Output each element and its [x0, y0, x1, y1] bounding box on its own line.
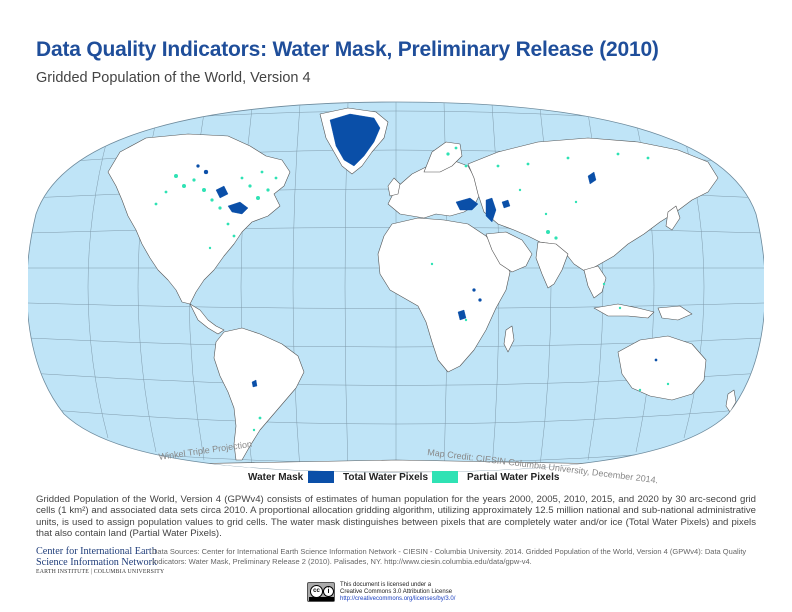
- new-guinea: [657, 305, 693, 321]
- total-water-pixels: [196, 113, 658, 388]
- ciesin-logo: Center for International Earth Science I…: [36, 546, 165, 575]
- lake-baikal: [587, 171, 597, 185]
- legend: Water Mask Total Water Pixels Partial Wa…: [0, 470, 792, 486]
- arabia: [485, 231, 533, 273]
- southeast-asia: [583, 265, 607, 299]
- license-block: cc i This document is licensed under a C…: [307, 579, 487, 607]
- lake-titicaca: [251, 379, 258, 388]
- caspian-sea: [485, 197, 497, 223]
- world-map: [28, 94, 764, 478]
- black-sea: [455, 197, 479, 211]
- north-america: [107, 133, 291, 305]
- japan: [665, 205, 681, 231]
- greenland-ice: [329, 113, 381, 167]
- license-line2: Creative Commons 3.0 Attribution License: [340, 589, 453, 596]
- south-america: [213, 327, 305, 461]
- hudson-lakes: [215, 185, 229, 199]
- partial-water-pixels: [154, 146, 670, 432]
- indonesia: [593, 303, 655, 319]
- map-subtitle: Gridded Population of the World, Version…: [36, 70, 311, 86]
- map-title: Data Quality Indicators: Water Mask, Pre…: [36, 38, 659, 61]
- license-link[interactable]: http://creativecommons.org/licenses/by/3…: [340, 596, 456, 603]
- org-affiliation: EARTH INSTITUTE | COLUMBIA UNIVERSITY: [36, 569, 165, 575]
- org-name-line1: Center for International Earth: [36, 546, 157, 557]
- description: Gridded Population of the World, Version…: [36, 494, 756, 540]
- legend-label-partial-water: Partial Water Pixels: [467, 472, 560, 483]
- license-line1: This document is licensed under a: [340, 582, 432, 588]
- australia: [617, 335, 707, 401]
- scandinavia: [423, 141, 463, 173]
- madagascar: [503, 325, 515, 353]
- legend-label-total-water: Total Water Pixels: [343, 472, 429, 483]
- british-isles: [387, 177, 401, 197]
- new-zealand: [725, 389, 737, 413]
- legend-swatch-partial-water: [432, 471, 458, 483]
- data-sources: Data Sources: Center for International E…: [152, 547, 747, 566]
- great-lakes: [227, 201, 249, 215]
- org-name-line2: Science Information Network: [36, 557, 158, 568]
- africa: [377, 217, 511, 373]
- legend-title: Water Mask: [248, 472, 304, 483]
- asia: [467, 137, 719, 273]
- creative-commons-icon: cc i: [307, 582, 335, 602]
- central-america: [189, 303, 225, 335]
- legend-swatch-total-water: [308, 471, 334, 483]
- aral-sea: [501, 199, 511, 209]
- lake-victoria: [457, 309, 467, 321]
- india: [535, 241, 569, 289]
- license-text: This document is licensed under a Creati…: [340, 582, 455, 604]
